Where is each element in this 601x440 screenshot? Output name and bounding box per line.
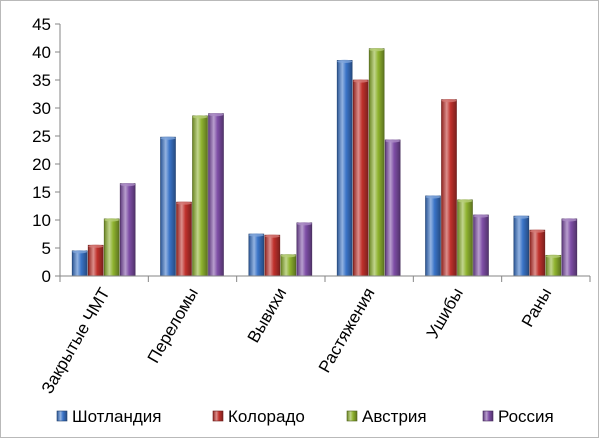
x-category-label: Растяжения xyxy=(315,285,379,376)
y-tick-label: 45 xyxy=(32,15,51,34)
bar-5-1 xyxy=(425,195,441,277)
y-tick-label: 5 xyxy=(42,239,51,258)
bar-5-3 xyxy=(457,199,473,277)
x-category-label: Ушибы xyxy=(423,285,467,342)
bar-2-2 xyxy=(176,201,192,277)
y-tick-label: 10 xyxy=(32,211,51,230)
x-category-label: Переломы xyxy=(144,285,202,367)
legend: Шотландия Колорадо Австрия Россия xyxy=(56,407,554,426)
bar-1-3 xyxy=(103,218,120,277)
bar-cap xyxy=(280,254,296,258)
bar-cap xyxy=(473,214,489,218)
legend-label: Колорадо xyxy=(228,407,305,426)
bar-3-4 xyxy=(296,222,313,277)
bar-cap xyxy=(561,218,577,222)
bar-cap xyxy=(264,234,280,238)
bar-6-1 xyxy=(513,215,530,277)
bar-cap xyxy=(296,222,312,226)
y-tick-label: 40 xyxy=(32,43,51,62)
legend-item: Колорадо xyxy=(212,407,305,426)
labels-layer: 0 5 10 15 20 25 30 35 40 45 Закрытые ЧМТ Переломы Вы… xyxy=(32,15,555,397)
bar-1-4 xyxy=(119,183,136,277)
legend-swatch xyxy=(346,410,358,422)
bar-6-3 xyxy=(545,254,562,277)
bar-cap xyxy=(337,59,353,64)
bar-6-2 xyxy=(529,229,546,277)
bar-cap xyxy=(72,250,88,254)
bar-cap xyxy=(160,136,176,140)
bar-cap xyxy=(120,183,136,187)
bar-2-4 xyxy=(208,113,224,277)
bar-cap xyxy=(457,199,473,203)
bar-cap xyxy=(104,218,120,222)
bar-cap xyxy=(513,215,529,219)
bar-3-2 xyxy=(264,234,281,277)
bar-4-2 xyxy=(352,79,369,277)
bar-cap xyxy=(248,233,264,237)
bar-3-1 xyxy=(248,233,265,277)
bar-cap xyxy=(369,48,385,52)
bar-1-2 xyxy=(87,244,104,277)
bar-cap xyxy=(353,79,369,83)
bar-6-4 xyxy=(561,218,578,277)
legend-item: Россия xyxy=(482,407,554,426)
bar-cap xyxy=(385,139,401,143)
bars-layer xyxy=(71,48,578,277)
bar-4-1 xyxy=(336,60,353,277)
y-tick-label: 30 xyxy=(32,99,51,118)
x-category-label: Вывихи xyxy=(244,285,291,347)
bar-cap xyxy=(208,113,224,117)
bar-2-1 xyxy=(160,136,176,277)
bar-cap xyxy=(192,115,208,119)
bar-3-3 xyxy=(280,254,297,277)
y-tick-label: 35 xyxy=(32,71,51,90)
bar-cap xyxy=(176,201,192,205)
bar-4-4 xyxy=(384,139,401,277)
bar-cap xyxy=(425,195,441,199)
legend-label: Шотландия xyxy=(72,407,161,426)
legend-swatch xyxy=(56,410,68,422)
legend-item: Шотландия xyxy=(56,407,161,426)
bar-cap xyxy=(529,229,545,233)
bar-cap xyxy=(545,254,561,258)
legend-item: Австрия xyxy=(346,407,427,426)
bar-4-3 xyxy=(368,48,385,277)
bar-1-1 xyxy=(71,250,88,277)
y-tick-label: 0 xyxy=(42,267,51,286)
y-tick-label: 20 xyxy=(32,155,51,174)
legend-swatch xyxy=(482,410,494,422)
legend-swatch xyxy=(212,410,224,422)
bar-5-2 xyxy=(441,99,457,277)
bar-2-3 xyxy=(192,115,208,277)
x-category-label: Закрытые ЧМТ xyxy=(38,285,114,397)
legend-label: Россия xyxy=(498,407,554,426)
y-tick-label: 15 xyxy=(32,183,51,202)
legend-label: Австрия xyxy=(362,407,427,426)
bar-cap xyxy=(441,99,457,103)
y-tick-label: 25 xyxy=(32,127,51,146)
axes-layer xyxy=(55,23,591,282)
bar-5-4 xyxy=(473,214,489,277)
bar-cap xyxy=(88,244,104,248)
x-category-label: Раны xyxy=(518,285,555,331)
